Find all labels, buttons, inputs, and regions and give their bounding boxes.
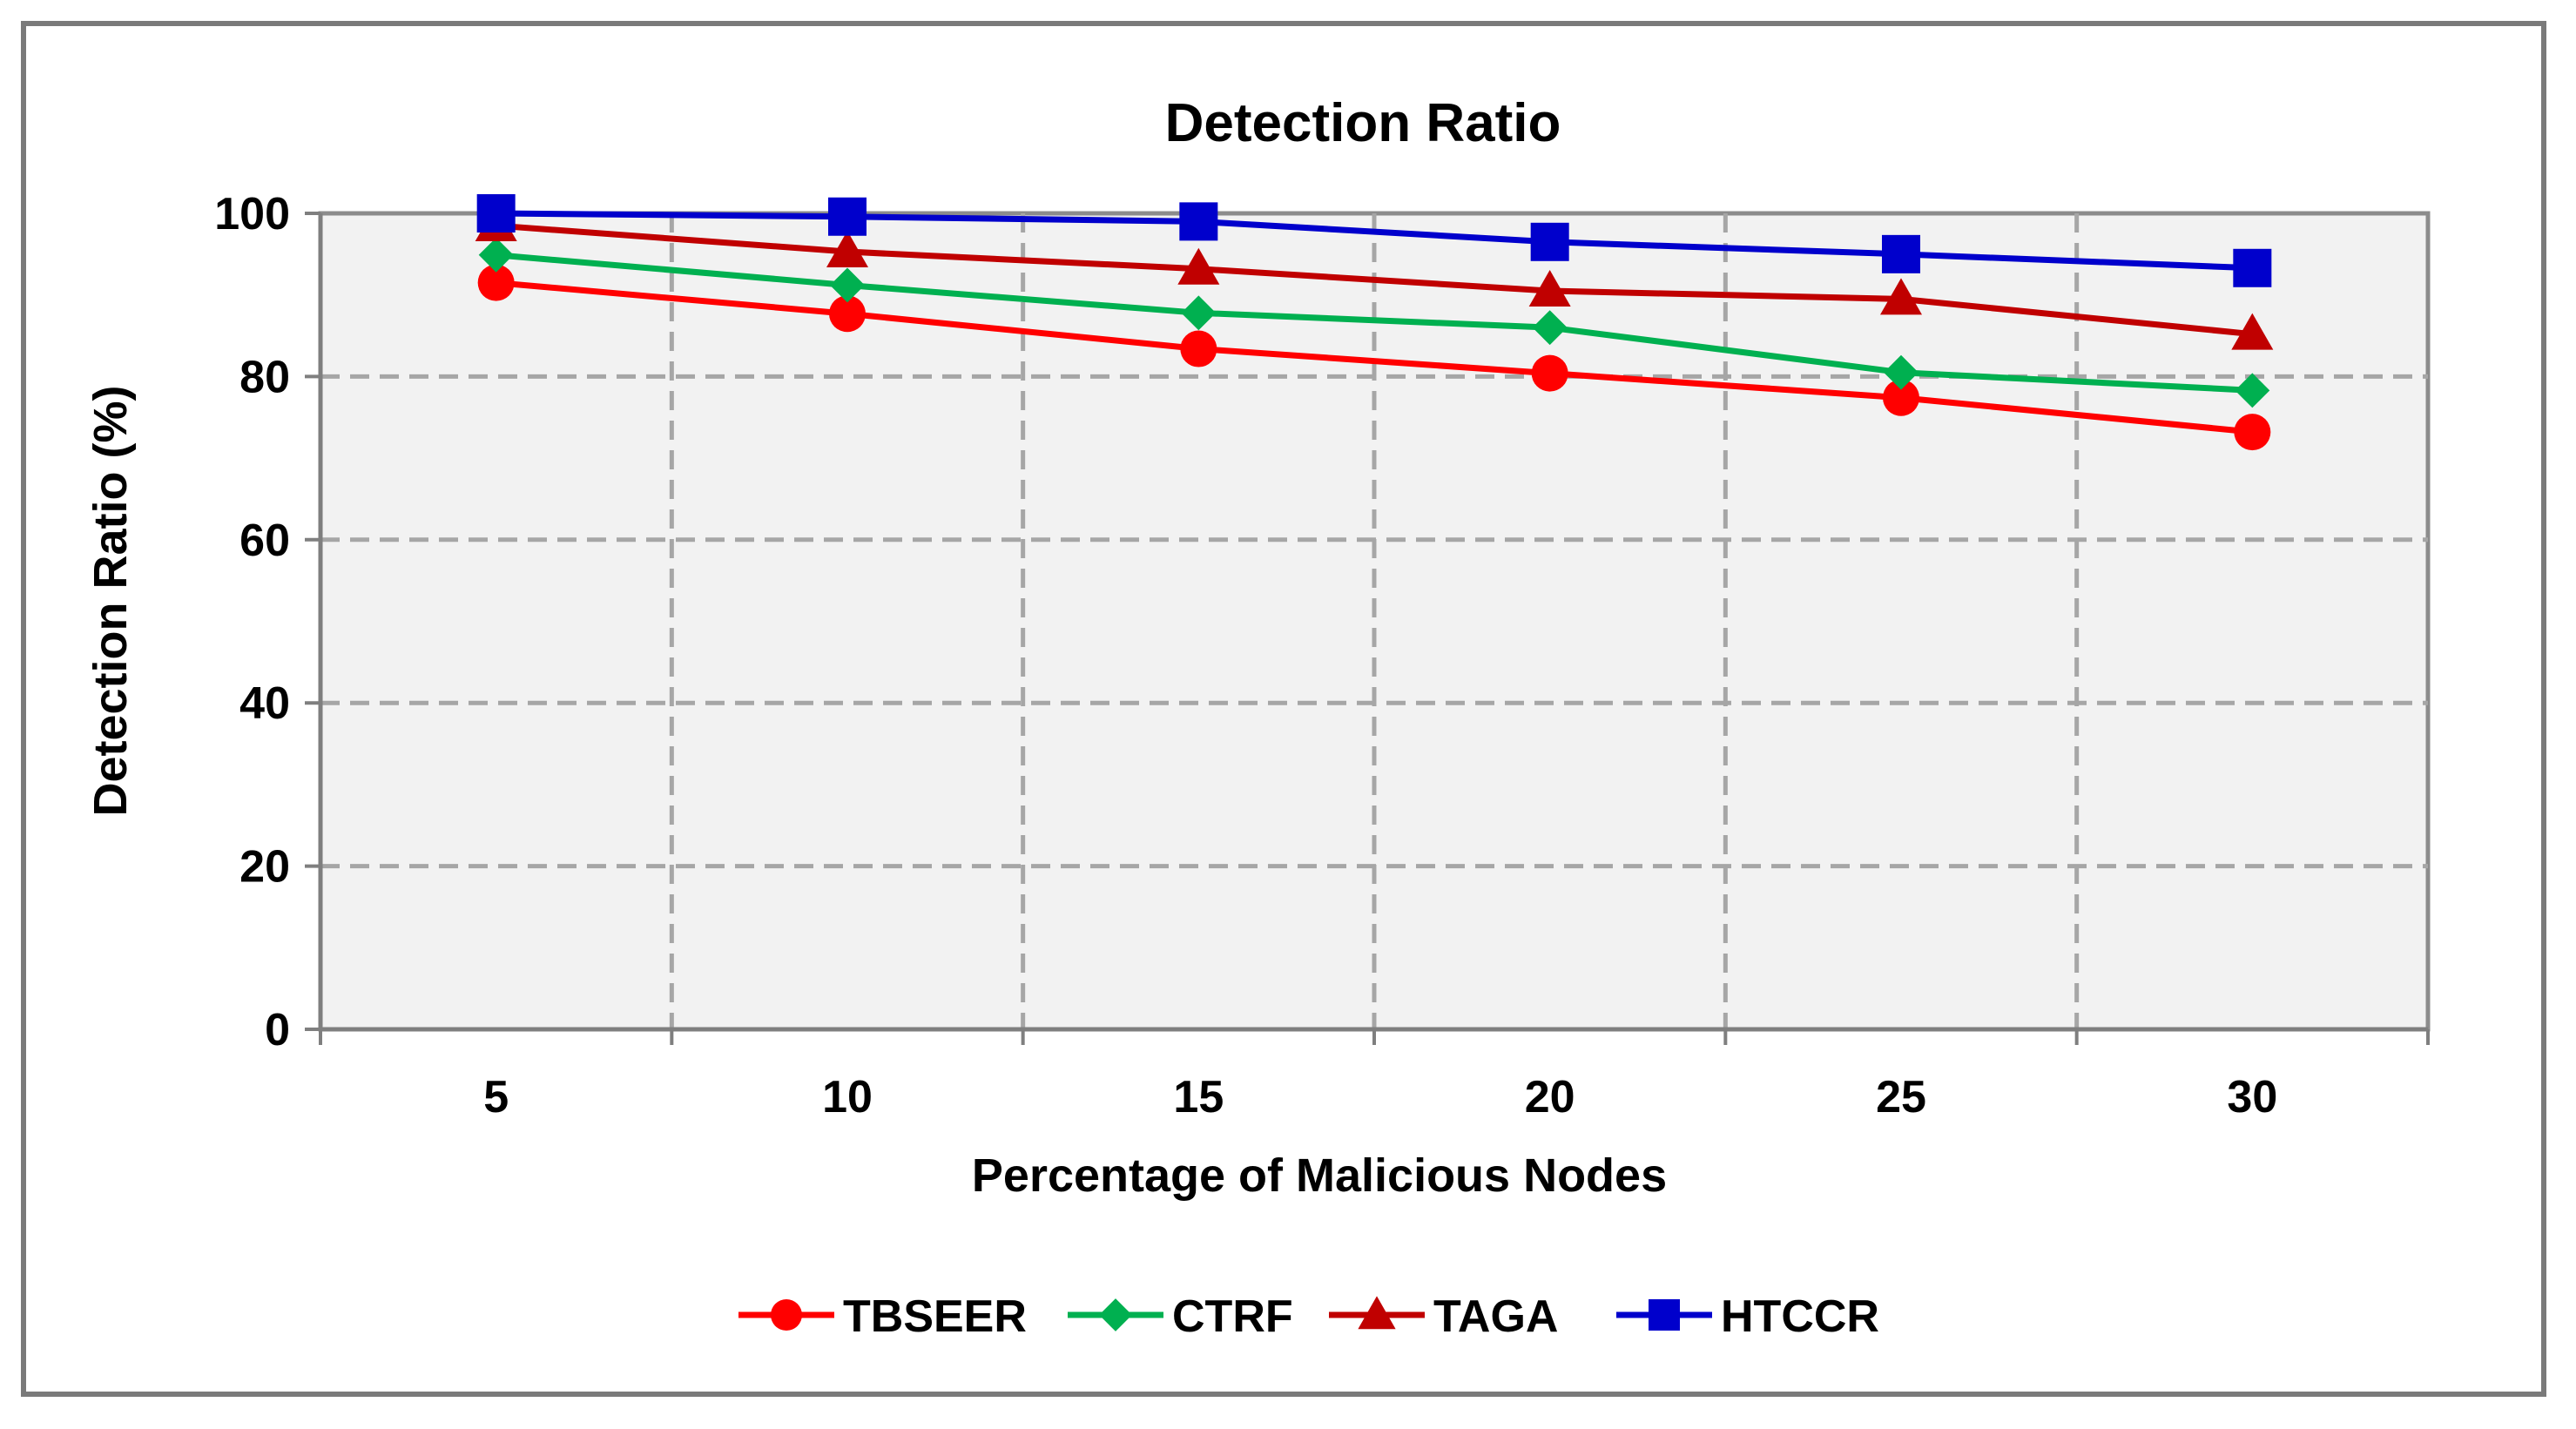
tbseer-point	[829, 295, 866, 333]
x-axis-title: Percentage of Malicious Nodes	[972, 1149, 1667, 1202]
tbseer-point	[2234, 414, 2271, 451]
legend-item-taga: TAGA	[1329, 1291, 1558, 1342]
legend-label: TAGA	[1433, 1291, 1558, 1342]
grid-lines	[320, 213, 2428, 1029]
series-taga	[475, 205, 2274, 350]
ctrf-point	[2235, 373, 2270, 408]
taga-point	[1528, 270, 1571, 307]
legend-item-tbseer: TBSEER	[738, 1291, 1027, 1342]
taga-point	[1880, 278, 1922, 315]
htccr-point	[1882, 234, 1920, 273]
legend-label: HTCCR	[1721, 1291, 1879, 1342]
ctrf-point	[1532, 310, 1568, 346]
axes: 0 20 40 60 80 100 5 10 15 20 25 30	[214, 189, 2430, 1122]
x-tick-label: 25	[1876, 1072, 1926, 1122]
legend-marker	[771, 1299, 802, 1331]
legend-label: CTRF	[1172, 1291, 1293, 1342]
legend-marker	[1358, 1296, 1396, 1330]
x-tick-label: 20	[1525, 1072, 1575, 1122]
y-tick-label: 40	[239, 678, 290, 729]
ctrf-line	[496, 252, 2253, 394]
htccr-line	[496, 210, 2253, 272]
tbseer-point	[1531, 354, 1568, 392]
legend-marker	[1099, 1298, 1132, 1331]
y-tick-label: 20	[239, 842, 290, 893]
htccr-point	[2233, 248, 2272, 287]
x-tick-label: 15	[1173, 1072, 1224, 1122]
y-tick-label: 80	[239, 352, 290, 402]
y-tick-label: 0	[265, 1005, 290, 1055]
x-tick-label: 30	[2227, 1072, 2277, 1122]
series-tbseer	[477, 264, 2271, 451]
ctrf-point	[1181, 295, 1217, 331]
y-tick-label: 60	[239, 516, 290, 566]
ctrf-point	[830, 267, 865, 303]
legend-item-ctrf: CTRF	[1068, 1291, 1293, 1342]
legend-item-htccr: HTCCR	[1616, 1291, 1879, 1342]
chart-frame: Detection Ratio 0 20 40 60 80 100 5 10 15 20 25 30 …	[21, 21, 2546, 1397]
tbseer-line	[496, 280, 2253, 435]
y-tick-label: 100	[214, 189, 290, 239]
tbseer-point	[1180, 330, 1217, 367]
legend-marker	[1649, 1299, 1680, 1331]
ctrf-point	[478, 237, 514, 273]
x-tick-label: 10	[822, 1072, 873, 1122]
tbseer-point	[477, 264, 515, 301]
chart-title: Detection Ratio	[1165, 93, 1561, 153]
series-ctrf	[478, 237, 2270, 408]
taga-point	[2231, 313, 2274, 350]
htccr-point	[476, 194, 516, 233]
ctrf-point	[1884, 354, 1919, 390]
y-axis-title: Detection Ratio (%)	[84, 385, 137, 816]
series-layer	[475, 194, 2274, 451]
htccr-point	[828, 197, 867, 236]
legend-label: TBSEER	[843, 1291, 1027, 1342]
taga-point	[1177, 247, 1220, 285]
htccr-point	[1530, 222, 1569, 261]
taga-line	[496, 222, 2253, 338]
legend: TBSEER CTRF TAGA HTCCR	[738, 1291, 1879, 1342]
tbseer-point	[1883, 379, 1919, 416]
series-htccr	[476, 194, 2272, 287]
taga-point	[826, 231, 868, 268]
htccr-point	[1179, 202, 1218, 241]
x-tick-label: 5	[483, 1072, 509, 1122]
